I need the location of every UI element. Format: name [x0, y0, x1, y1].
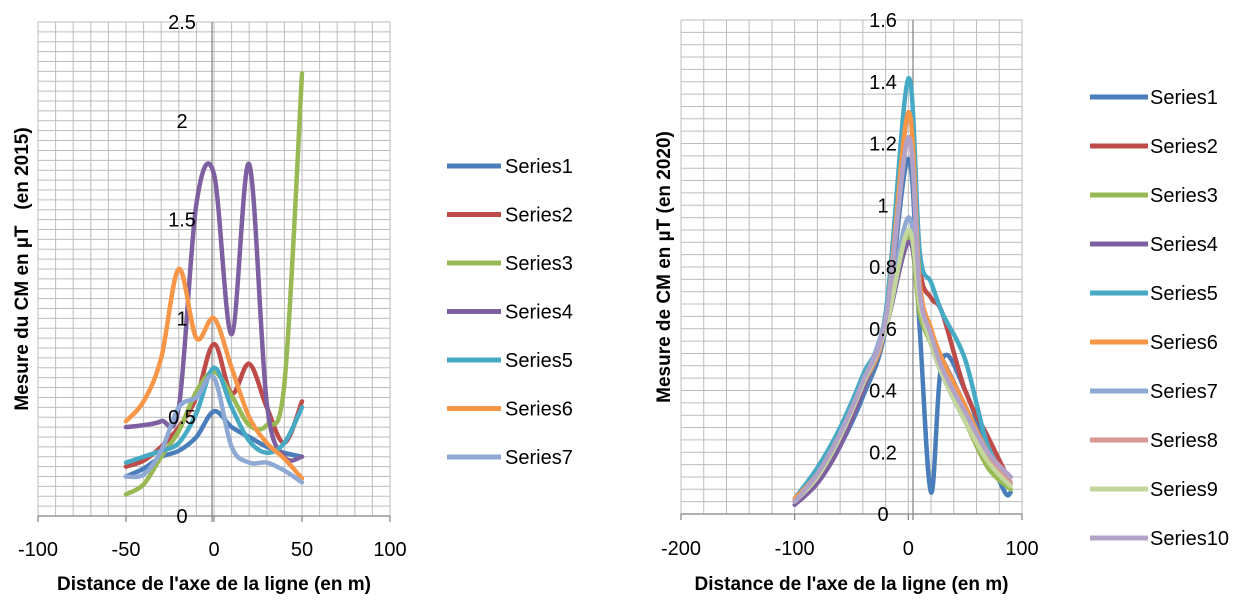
legend-label: Series10: [1150, 528, 1229, 550]
x-tick-label: 100: [373, 539, 406, 561]
y-tick-label: 0.2: [869, 442, 897, 464]
series-line-6: [123, 266, 305, 481]
y-tick-label: 0.8: [869, 257, 897, 279]
series-line-4: [123, 161, 305, 463]
legend-label: Series8: [1150, 430, 1218, 452]
x-axis-title: Distance de l'axe de la ligne (en m): [57, 574, 371, 595]
plot-grid: [37, 21, 391, 517]
x-tick-label: -100: [775, 538, 815, 560]
x-tick-label: 0: [208, 539, 219, 561]
y-tick-label: 0: [176, 506, 187, 528]
y-tick-label: 1: [877, 195, 888, 217]
legend-label: Series7: [505, 447, 573, 469]
series-line-5: [792, 76, 1013, 501]
legend: Series1 Series2 Series3 Series4 Series5 Serie…: [447, 156, 573, 469]
legend-label: Series3: [1150, 185, 1218, 207]
y-tick-label: 0.4: [869, 381, 897, 403]
legend-label: Series6: [505, 399, 573, 421]
legend-label: Series2: [1150, 136, 1218, 158]
series-line-10: [792, 135, 1013, 504]
plot-grid: [680, 19, 1023, 515]
legend-label: Series2: [505, 205, 573, 227]
legend-label: Series5: [505, 350, 573, 372]
legend: Series1 Series2 Series3 Series4 Series5 Serie…: [1090, 87, 1229, 550]
legend-label: Series1: [1150, 87, 1218, 109]
y-tick-label: 1: [176, 308, 187, 330]
series-line-7: [123, 373, 305, 485]
y-tick-label: 1.6: [869, 10, 897, 32]
legend-label: Series7: [1150, 381, 1218, 403]
y-tick-label: 0: [877, 504, 888, 526]
chart-2: 0 0.2 0.4 0.6 0.8 1 1.2 1.4 1.6 -200 -100 0 100 Dista…: [654, 10, 1229, 595]
x-axis-title: Distance de l'axe de la ligne (en m): [695, 574, 1009, 595]
y-tick-label: 0.6: [869, 319, 897, 341]
y-axis-title: Mesure de CM en µT (en 2020): [654, 131, 675, 403]
legend-label: Series9: [1150, 479, 1218, 501]
legend-label: Series4: [505, 302, 573, 324]
y-tick-label: 1.5: [168, 210, 196, 232]
y-tick-label: 1.2: [869, 134, 897, 156]
y-tick-label: 1.4: [869, 72, 897, 94]
y-tick-label: 0.5: [168, 407, 196, 429]
legend-label: Series5: [1150, 283, 1218, 305]
y-tick-label: 2.5: [168, 12, 196, 34]
y-axis-title: Mesure du CM en µT (en 2015): [12, 127, 33, 410]
legend-label: Series1: [505, 156, 573, 178]
series-line-5: [123, 365, 305, 465]
x-tick-label: -200: [661, 538, 701, 560]
x-tick-label: 50: [291, 539, 313, 561]
legend-label: Series6: [1150, 332, 1218, 354]
x-tick-label: -100: [18, 539, 58, 561]
legend-label: Series4: [1150, 234, 1218, 256]
x-tick-label: -50: [112, 539, 141, 561]
y-tick-label: 2: [176, 111, 187, 133]
x-tick-label: 0: [903, 538, 914, 560]
legend-label: Series3: [505, 253, 573, 275]
x-tick-label: 100: [1005, 538, 1038, 560]
